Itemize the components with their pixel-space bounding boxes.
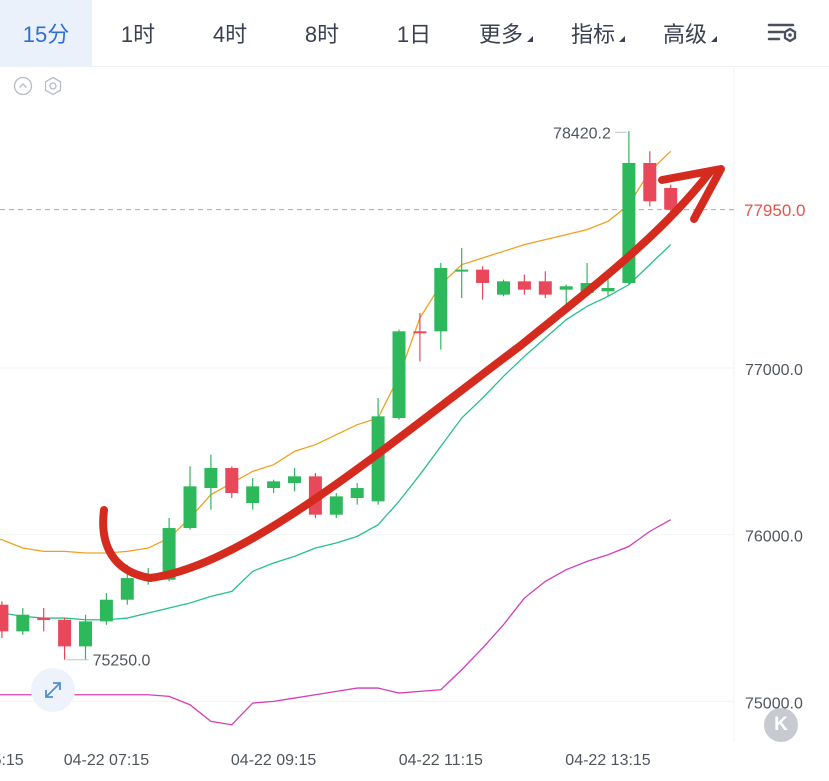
low-price-label: 75250.0 (93, 653, 151, 670)
caret-down-icon (527, 36, 533, 42)
candle-body (99, 599, 113, 622)
candle-body (288, 476, 301, 484)
caret-down-icon (711, 36, 717, 42)
k-scroll-button[interactable]: K (764, 708, 798, 742)
candle-body (225, 468, 239, 494)
tab-indicators[interactable]: 指标 (552, 0, 644, 66)
hexagon-settings-icon[interactable] (43, 76, 63, 96)
x-tick-label: 04-22 13:15 (565, 752, 651, 769)
x-tick-label: 04-22 09:15 (231, 752, 317, 769)
candle (455, 247, 469, 298)
high-price-label: 78420.2 (553, 125, 611, 142)
candle (288, 468, 301, 492)
candle (664, 184, 678, 212)
expand-chart-button[interactable] (31, 668, 75, 712)
candle (246, 478, 260, 510)
candle-body (162, 528, 176, 580)
moving-averages (0, 150, 672, 726)
x-tick-label: 04-22 05:15 (0, 752, 24, 769)
candle-body (79, 621, 92, 647)
candle (350, 483, 364, 505)
chevron-up-circle-icon[interactable] (13, 76, 33, 96)
candle-body (538, 281, 552, 295)
candle-body (643, 162, 657, 202)
candle (99, 593, 113, 625)
candle-body (120, 578, 134, 600)
candle-body (16, 614, 30, 632)
chart-labels: 77000.0 76000.0 75000.0 04-22 05:15 04-22 07… (0, 125, 803, 769)
ma-mid-line (0, 244, 672, 621)
candle (267, 479, 281, 494)
x-tick-label: 04-22 11:15 (399, 752, 483, 769)
tab-15min[interactable]: 15分 (0, 0, 92, 66)
trend-annotation (99, 165, 725, 583)
candle-body (392, 331, 406, 419)
caret-down-icon (619, 36, 625, 42)
candle (225, 466, 239, 499)
current-price-label: 77950.0 (738, 198, 829, 224)
ma-long-line (0, 519, 672, 726)
candle-body (434, 267, 448, 332)
candle-body (455, 269, 469, 272)
candle (643, 151, 657, 207)
candle-body (350, 488, 364, 499)
candle-body (58, 619, 72, 647)
candle-body (664, 187, 678, 210)
candle-body (37, 618, 51, 621)
candle-body (413, 331, 427, 334)
tab-more[interactable]: 更多 (460, 0, 552, 66)
tab-1h[interactable]: 1时 (120, 22, 156, 47)
candle (497, 279, 510, 297)
tab-8h[interactable]: 8时 (304, 22, 340, 47)
candle (434, 262, 448, 350)
candle-body (0, 604, 9, 632)
candle-body (246, 486, 260, 504)
grid-layer (0, 209, 735, 702)
candle (183, 466, 197, 530)
trend-arrow-head (658, 165, 725, 223)
timeframe-toolbar: 15分 1时 4时 8时 1日 更多 指标 高级 (0, 0, 829, 67)
x-tick-label: 04-22 07:15 (64, 752, 150, 769)
candle (538, 271, 552, 298)
candle-body (601, 287, 615, 292)
tab-4h[interactable]: 4时 (212, 22, 248, 47)
candlestick-chart[interactable]: 77000.0 76000.0 75000.0 04-22 05:15 04-22 07… (0, 66, 829, 781)
trend-arrow-shaft (99, 168, 714, 583)
candle-body (204, 468, 218, 489)
candle-body (183, 486, 197, 529)
candle (476, 266, 490, 300)
candle-body (476, 269, 490, 283)
candle (16, 608, 30, 635)
y-tick-label: 77000.0 (745, 362, 803, 379)
candle-body (371, 416, 385, 502)
candle (517, 274, 531, 295)
candle-body (559, 286, 573, 290)
candle (37, 608, 51, 632)
candle (392, 329, 406, 420)
candle-body (497, 281, 510, 295)
candle-body (517, 281, 531, 290)
candle (329, 493, 343, 519)
tab-1d[interactable]: 1日 (396, 22, 432, 47)
candle (79, 614, 92, 660)
ma-short-line (0, 150, 672, 554)
candle (601, 277, 615, 297)
candle-body (267, 481, 281, 489)
y-tick-label: 76000.0 (745, 529, 803, 546)
chart-settings-icon[interactable] (766, 16, 800, 50)
y-tick-label: 75000.0 (745, 695, 803, 712)
candle (58, 618, 72, 660)
candle (204, 454, 218, 510)
candles (0, 131, 678, 660)
candle (0, 601, 9, 639)
candle-body (329, 496, 343, 515)
tab-advanced[interactable]: 高级 (644, 0, 736, 66)
candle (413, 312, 427, 362)
expand-arrows-icon (45, 682, 61, 698)
